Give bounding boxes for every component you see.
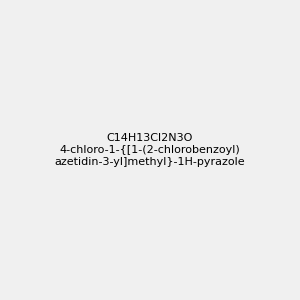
Text: C14H13Cl2N3O
4-chloro-1-{[1-(2-chlorobenzoyl)
azetidin-3-yl]methyl}-1H-pyrazole: C14H13Cl2N3O 4-chloro-1-{[1-(2-chloroben…	[55, 134, 245, 166]
